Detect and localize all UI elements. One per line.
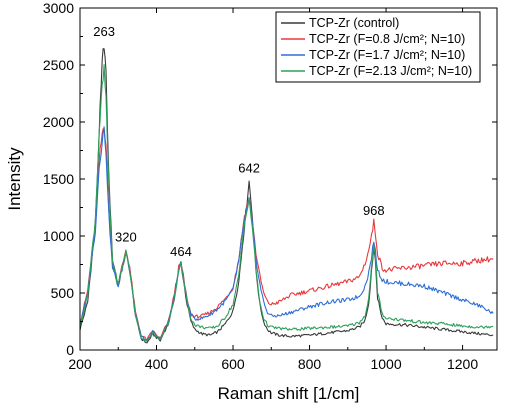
y-tick-label: 3000 [43,0,74,16]
peak-annotations: 263 320 464 642 968 [93,24,384,259]
y-tick-label: 2500 [43,57,74,73]
x-tick-label: 1200 [447,356,478,372]
peak-label-642: 642 [238,161,260,176]
legend-box [275,11,481,83]
y-tick-label: 2000 [43,114,74,130]
y-axis-title: Intensity [5,147,24,211]
legend: TCP-Zr (control) TCP-Zr (F=0.8 J/cm²; N=1… [275,11,481,83]
peak-label-464: 464 [170,244,192,259]
legend-entry: TCP-Zr (F=0.8 J/cm²; N=10) [309,32,465,46]
y-tick-label: 1000 [43,228,74,244]
x-tick-label: 800 [298,356,322,372]
series-line-4 [79,64,494,342]
x-tick-label: 200 [68,356,92,372]
x-tick-label: 1000 [370,356,401,372]
y-tick-label: 500 [51,285,75,301]
series-line-2 [79,128,494,342]
legend-entry: TCP-Zr (F=2.13 J/cm²; N=10) [309,64,472,78]
y-tick-label: 0 [66,342,74,358]
peak-label-320: 320 [115,230,137,245]
series-lines [79,48,494,344]
x-tick-label: 600 [221,356,245,372]
peak-label-968: 968 [363,203,385,218]
x-tick-label: 400 [145,356,169,372]
legend-entry: TCP-Zr (F=1.7 J/cm²; N=10) [309,48,465,62]
series-line-3 [79,126,494,342]
legend-entry: TCP-Zr (control) [309,16,399,30]
axes: 200 400 600 800 1000 1200 0 500 1000 1500 2000 2500… [43,0,498,372]
peak-label-263: 263 [93,24,115,39]
y-tick-label: 1500 [43,171,74,187]
x-axis-title: Raman shift [1/cm] [218,384,360,403]
series-line-1 [79,48,494,344]
